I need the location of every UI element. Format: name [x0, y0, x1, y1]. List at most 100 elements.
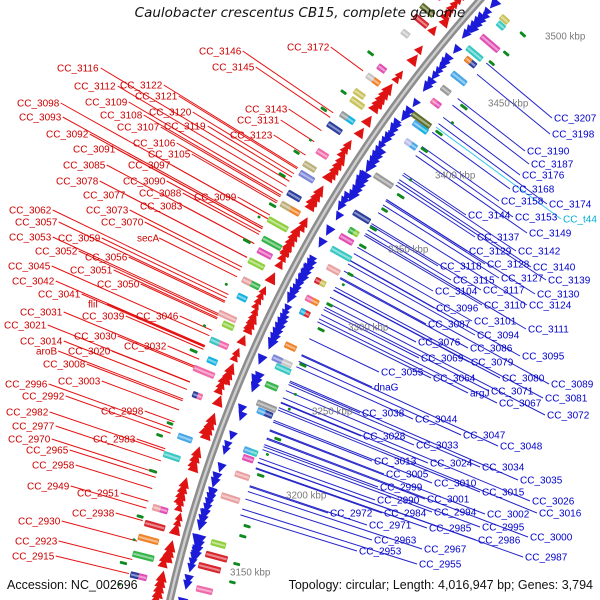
gene-label[interactable]: CC_3112	[74, 82, 116, 93]
gene-label[interactable]: CC_3041	[38, 290, 81, 301]
gene-label[interactable]: CC_2953	[359, 547, 402, 558]
gene-label[interactable]: CC_3149	[529, 229, 572, 240]
gene-label[interactable]: CC_3139	[548, 276, 591, 287]
gene-label[interactable]: CC_3153	[515, 213, 558, 224]
gene-label[interactable]: CC_2965	[26, 446, 69, 457]
gene-label[interactable]: CC_3071	[491, 387, 534, 398]
gene-label[interactable]: CC_2985	[429, 524, 472, 535]
gene-label[interactable]: CC_2930	[18, 517, 61, 528]
gene-label[interactable]: CC_2972	[330, 509, 373, 520]
gene-label[interactable]: CC_3016	[539, 509, 582, 520]
gene-label[interactable]: CC_2992	[22, 392, 65, 403]
gene-label[interactable]: CC_3093	[19, 113, 62, 124]
gene-label[interactable]: CC_3046	[136, 312, 179, 323]
gene-label[interactable]: CC_3174	[549, 200, 592, 211]
gene-label[interactable]: CC_3078	[56, 177, 99, 188]
gene-label[interactable]: CC_3190	[527, 147, 570, 158]
gene-label[interactable]: CC_3073	[86, 206, 129, 217]
gene-label[interactable]: argJ	[470, 389, 489, 400]
gene-label[interactable]: aroB	[36, 347, 57, 358]
gene-label[interactable]: CC_3158	[501, 197, 544, 208]
gene-label[interactable]: CC_3110	[484, 301, 526, 312]
gene-label[interactable]: CC_3072	[547, 411, 590, 422]
gene-label[interactable]: CC_3091	[73, 145, 116, 156]
gene-label[interactable]: CC_3117	[483, 286, 525, 297]
gene-label[interactable]: CC_3129	[469, 247, 512, 258]
gene-label[interactable]: CC_2987	[525, 553, 568, 564]
gene-label[interactable]: CC_3026	[532, 497, 575, 508]
gene-label[interactable]: CC_2951	[77, 489, 120, 500]
gene-label[interactable]: CC_3048	[500, 442, 543, 453]
gene-label[interactable]: CC_3187	[531, 160, 574, 171]
gene-label[interactable]: CC_3207	[554, 114, 597, 125]
gene-label[interactable]: CC_3010	[434, 479, 477, 490]
gene-label[interactable]: CC_3089	[551, 380, 594, 391]
gene-label[interactable]: CC_3198	[552, 130, 595, 141]
gene-label[interactable]: fliI	[88, 300, 98, 311]
gene-label[interactable]: CC_3015	[482, 488, 525, 499]
gene-label[interactable]: CC_3055	[381, 368, 424, 379]
gene-label[interactable]: CC_3115	[453, 276, 495, 287]
gene-label[interactable]: CC_3028	[363, 432, 406, 443]
gene-label[interactable]: CC_3047	[463, 431, 506, 442]
gene-label[interactable]: CC_3118	[440, 262, 482, 273]
gene-label[interactable]: CC_2915	[12, 552, 55, 563]
gene-label[interactable]: CC_2998	[101, 407, 144, 418]
gene-label[interactable]: CC_3005	[386, 470, 429, 481]
gene-label[interactable]: CC_3109	[85, 98, 128, 109]
gene-label[interactable]: CC_3085	[63, 161, 106, 172]
gene-label[interactable]: CC_2999	[380, 483, 423, 494]
gene-label[interactable]: CC_3083	[140, 202, 183, 213]
gene-label[interactable]: CC_2955	[419, 560, 462, 571]
gene-label[interactable]: CC_3128	[487, 260, 530, 271]
gene-label[interactable]: CC_2986	[478, 536, 521, 547]
gene-label[interactable]: CC_2963	[374, 536, 417, 547]
gene-label[interactable]: CC_2977	[12, 422, 55, 433]
gene-label[interactable]: CC_3032	[124, 342, 167, 353]
gene-label[interactable]: CC_3044	[415, 415, 458, 426]
gene-label[interactable]: CC_3116	[57, 64, 99, 75]
gene-label[interactable]: CC_3094	[477, 331, 520, 342]
gene-label[interactable]: CC_2949	[27, 482, 70, 493]
gene-label[interactable]: CC_3080	[502, 374, 545, 385]
gene-label[interactable]: CC_3099	[194, 193, 237, 204]
gene-label[interactable]: CC_3000	[530, 533, 573, 544]
gene-label[interactable]: CC_3050	[97, 280, 140, 291]
gene-label[interactable]: CC_3104	[435, 287, 478, 298]
gene-label[interactable]: CC_3008	[43, 360, 86, 371]
gene-label[interactable]: CC_3111	[528, 325, 569, 336]
gene-label[interactable]: CC_3127	[501, 274, 544, 285]
gene-label[interactable]: CC_3013	[374, 457, 417, 468]
gene-label[interactable]: CC_3002	[487, 510, 530, 521]
gene-label[interactable]: CC_3051	[70, 266, 113, 277]
gene-label[interactable]: CC_2971	[369, 521, 412, 532]
gene-label[interactable]: CC_3144	[468, 211, 511, 222]
gene-label[interactable]: CC_3081	[545, 394, 588, 405]
gene-label[interactable]: CC_2970	[8, 435, 51, 446]
gene-label[interactable]: CC_3090	[123, 177, 166, 188]
gene-label[interactable]: CC_3098	[17, 99, 60, 110]
gene-label[interactable]: CC_3088	[139, 189, 182, 200]
gene-label[interactable]: CC_3039	[82, 312, 125, 323]
gene-label[interactable]: CC_3106	[133, 139, 176, 150]
gene-label[interactable]: CC_3120	[149, 108, 192, 119]
gene-label[interactable]: CC_3096	[436, 304, 479, 315]
gene-label[interactable]: CC_3031	[20, 308, 63, 319]
gene-label[interactable]: CC_2938	[72, 509, 115, 520]
gene-label[interactable]: CC_3052	[35, 247, 78, 258]
gene-label[interactable]: CC_3024	[430, 459, 473, 470]
gene-label[interactable]: CC_3062	[9, 206, 52, 217]
gene-label[interactable]: CC_3101	[474, 317, 517, 328]
gene-label[interactable]: CC_3045	[8, 262, 51, 273]
gene-label[interactable]: CC_2990	[377, 496, 420, 507]
gene-label[interactable]: CC_3001	[427, 495, 470, 506]
gene-label[interactable]: CC_3097	[128, 161, 171, 172]
gene-label[interactable]: CC_2967	[424, 545, 467, 556]
gene-label[interactable]: CC_3105	[148, 150, 191, 161]
gene-label[interactable]: CC_2984	[384, 509, 427, 520]
gene-label[interactable]: CC_2995	[482, 523, 525, 534]
gene-label[interactable]: CC_3034	[482, 463, 525, 474]
gene-label[interactable]: CC_3121	[135, 92, 178, 103]
gene-label[interactable]: CC_2982	[6, 408, 49, 419]
gene-label[interactable]: CC_3079	[471, 358, 514, 369]
